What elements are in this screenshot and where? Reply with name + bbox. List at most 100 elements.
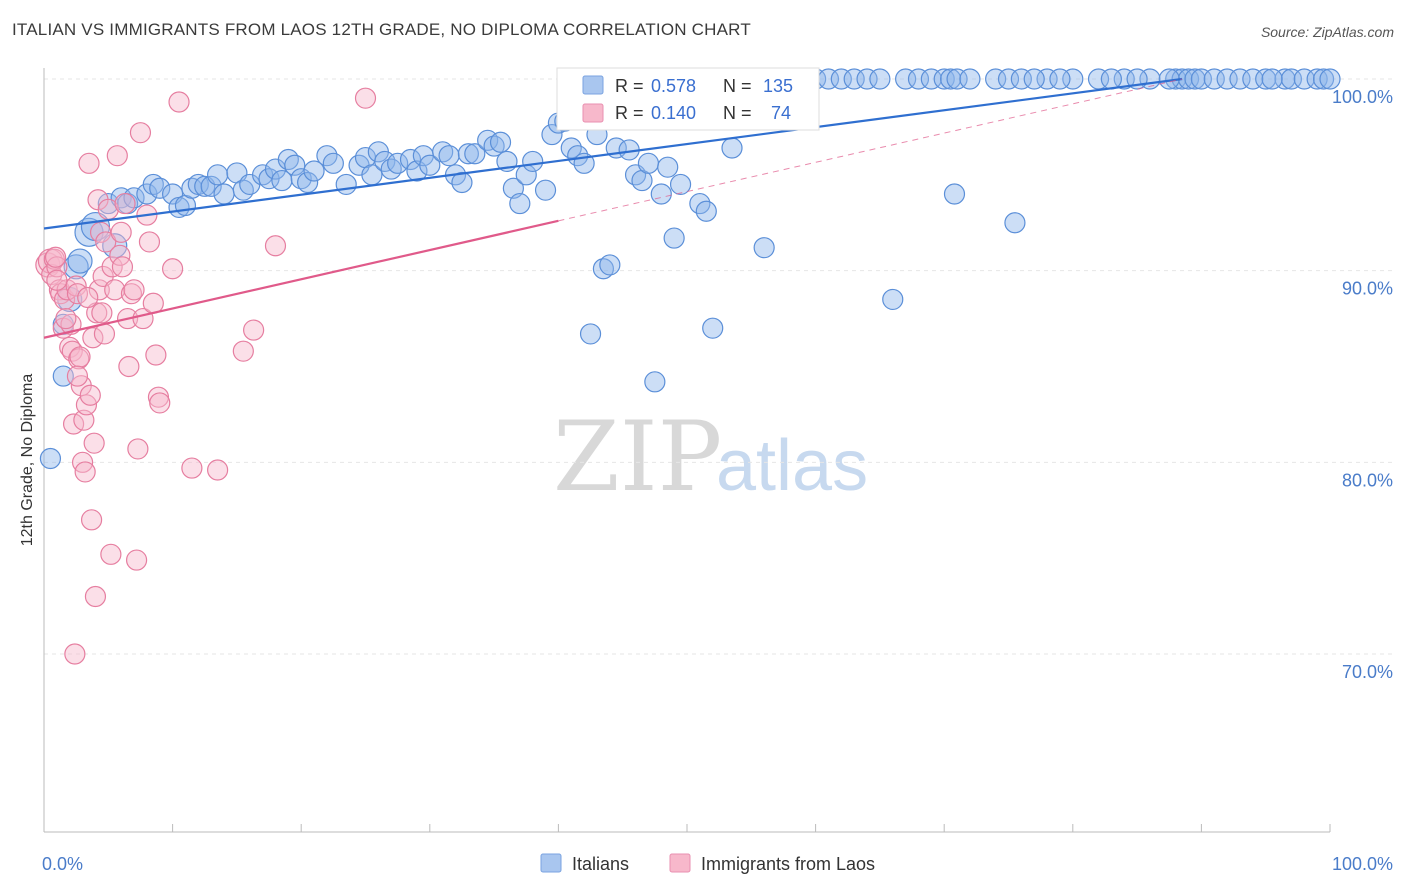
- source-credit: Source: ZipAtlas.com: [1260, 24, 1394, 40]
- stats-n-value-laos: 74: [771, 103, 791, 123]
- italians-point: [869, 68, 891, 90]
- laos-trend-extension: [558, 78, 1183, 222]
- trend-lines: [43, 77, 1183, 339]
- italians-point: [284, 154, 306, 176]
- legend-label-italians[interactable]: Italians: [572, 854, 629, 874]
- italians-point: [663, 227, 685, 249]
- italians-point: [1216, 68, 1238, 90]
- italians-point: [946, 68, 968, 90]
- italians-point: [753, 237, 775, 259]
- legend-swatch-laos[interactable]: [669, 853, 691, 873]
- laos-point: [74, 461, 96, 483]
- stats-r-label-laos: R =: [615, 103, 644, 123]
- italians-point: [1023, 68, 1045, 90]
- laos-trend-line: [43, 219, 559, 339]
- italians-point: [1261, 68, 1283, 90]
- laos-point: [118, 355, 140, 378]
- laos-point: [114, 192, 136, 215]
- x-axis-tick-labels: 0.0% 100.0%: [42, 854, 1393, 874]
- italians-point: [843, 68, 865, 90]
- italians-point: [252, 164, 274, 186]
- italians-point: [1113, 68, 1135, 90]
- italians-point: [464, 143, 486, 165]
- chart-title: ITALIAN VS IMMIGRANTS FROM LAOS 12TH GRA…: [12, 20, 751, 39]
- italians-point: [637, 152, 660, 174]
- stats-r-value-italians: 0.578: [651, 76, 696, 96]
- italians-point: [650, 183, 672, 205]
- italians-point: [856, 68, 878, 90]
- laos-point: [84, 585, 107, 608]
- grid-lines: [44, 78, 1392, 655]
- legend-swatch-italians[interactable]: [540, 853, 562, 873]
- italians-point: [702, 317, 724, 339]
- italians-point: [959, 68, 981, 90]
- italians-point: [399, 148, 422, 171]
- laos-point: [243, 319, 265, 341]
- stats-n-label-laos: N =: [723, 103, 752, 123]
- laos-point: [111, 256, 134, 278]
- italians-point: [997, 68, 1020, 90]
- italians-point: [1100, 68, 1122, 90]
- italians-point: [387, 152, 409, 174]
- italians-point: [277, 148, 299, 171]
- italians-point: [509, 192, 531, 215]
- italians-point: [1010, 68, 1032, 90]
- italians-point: [335, 173, 357, 196]
- x-tick-label: 100.0%: [1332, 854, 1393, 874]
- italians-point: [1062, 68, 1084, 90]
- italians-point: [1312, 68, 1335, 90]
- italians-point: [1255, 68, 1277, 90]
- italians-point: [1184, 68, 1206, 90]
- italians-point: [142, 173, 164, 196]
- y-tick-label: 100.0%: [1332, 87, 1393, 107]
- laos-point: [354, 87, 377, 109]
- italians-point: [1190, 68, 1213, 90]
- italians-point: [830, 68, 852, 90]
- italians-point: [1049, 68, 1071, 90]
- laos-point: [43, 248, 65, 270]
- laos-point: [66, 365, 89, 387]
- italians-point: [695, 200, 717, 222]
- laos-point: [162, 258, 184, 280]
- laos-point: [120, 283, 143, 305]
- laos-point: [138, 231, 161, 253]
- stats-swatch-italians: [582, 75, 604, 95]
- italians-trend-line: [43, 77, 1183, 230]
- italians-point: [67, 248, 93, 274]
- legend-label-laos[interactable]: Immigrants from Laos: [701, 854, 875, 874]
- italians-point: [380, 158, 402, 180]
- italians-point: [438, 145, 460, 167]
- italians-point: [432, 141, 454, 163]
- italians-point: [1306, 68, 1328, 90]
- laos-point: [100, 543, 122, 565]
- laos-point: [149, 392, 171, 414]
- stats-n-value-italians: 135: [763, 76, 793, 96]
- stats-r-label-italians: R =: [615, 76, 644, 96]
- italians-point: [297, 171, 319, 194]
- laos-point: [264, 235, 287, 257]
- laos-point: [78, 152, 100, 174]
- laos-point: [127, 438, 149, 460]
- italians-point: [457, 143, 479, 165]
- legend: Italians Immigrants from Laos: [540, 853, 875, 874]
- laos-point: [168, 91, 190, 113]
- italians-point: [1280, 68, 1303, 90]
- italians-point: [1242, 68, 1264, 90]
- italians-point: [200, 175, 222, 197]
- italians-point: [985, 68, 1007, 90]
- laos-point: [77, 286, 99, 309]
- laos-point: [104, 279, 126, 301]
- laos-point: [95, 231, 117, 253]
- laos-point: [88, 279, 110, 301]
- italians-point: [534, 179, 557, 201]
- italians-point: [592, 258, 615, 280]
- laos-point: [83, 432, 105, 454]
- series-laos-points: [35, 87, 377, 665]
- laos-point: [55, 307, 77, 330]
- laos-point: [73, 409, 95, 431]
- y-axis-label: 12th Grade, No Diploma: [19, 374, 36, 547]
- y-tick-label: 90.0%: [1342, 279, 1393, 299]
- laos-point: [91, 302, 113, 324]
- laos-point: [110, 221, 132, 243]
